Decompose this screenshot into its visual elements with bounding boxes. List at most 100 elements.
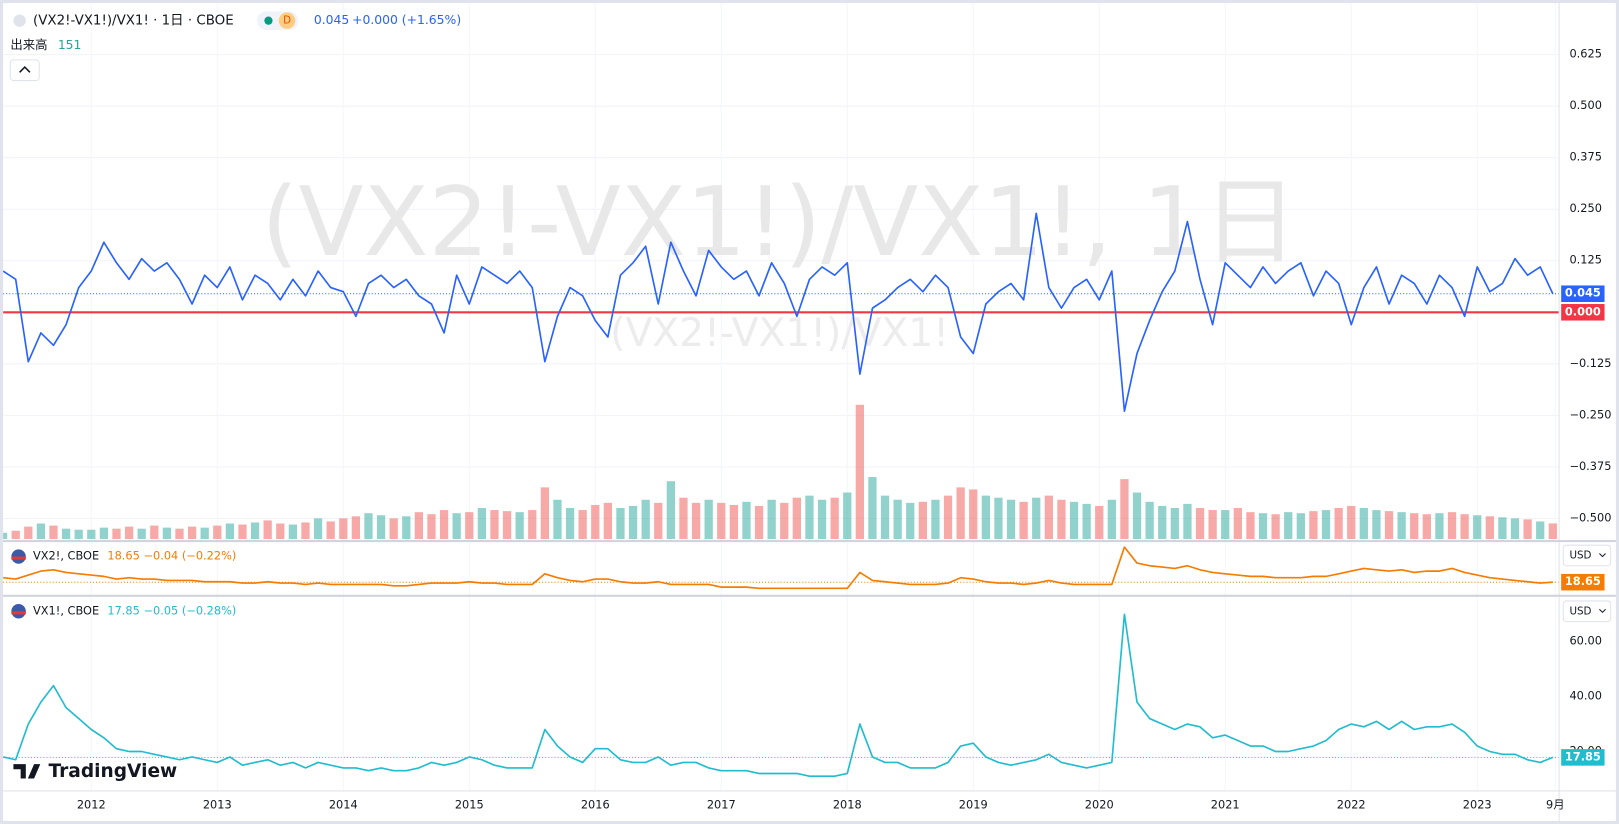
volume-bar bbox=[1208, 510, 1217, 540]
volume-bar bbox=[641, 499, 650, 540]
volume-bar bbox=[994, 497, 1003, 540]
volume-bar bbox=[175, 528, 184, 540]
volume-bar bbox=[137, 528, 146, 540]
volume-bar bbox=[1095, 505, 1104, 540]
volume-bar bbox=[1498, 517, 1507, 540]
logo-icon bbox=[13, 764, 41, 779]
volume-legend-name: 出来高 bbox=[10, 37, 47, 52]
volume-bar bbox=[855, 404, 864, 540]
last-value-badge-label: 17.85 bbox=[1565, 749, 1601, 763]
collapse-button[interactable] bbox=[9, 59, 40, 82]
volume-bar bbox=[515, 512, 524, 540]
volume-bar bbox=[414, 512, 424, 540]
volume-bar bbox=[150, 525, 159, 540]
volume-bar bbox=[792, 497, 801, 540]
volume-bar bbox=[87, 529, 96, 540]
volume-bar bbox=[691, 502, 701, 540]
volume-bar bbox=[1473, 515, 1482, 540]
volume-bar bbox=[1246, 512, 1255, 540]
x-tick-label: 2020 bbox=[1085, 797, 1114, 811]
currency-select[interactable] bbox=[1562, 544, 1612, 567]
volume-bar bbox=[918, 501, 927, 540]
volume-bar bbox=[1145, 501, 1154, 540]
volume-bar bbox=[893, 499, 902, 540]
volume-bar bbox=[830, 497, 839, 540]
watermark: (VX2!-VX1!)/VX1!, 1日 bbox=[261, 168, 1297, 278]
volume-bar bbox=[1359, 508, 1368, 540]
pane bbox=[3, 546, 1560, 590]
reference-badge-label: 0.000 bbox=[1565, 304, 1601, 318]
volume-bar bbox=[1523, 519, 1532, 540]
volume-bar bbox=[1120, 479, 1129, 540]
volume-bar bbox=[767, 499, 776, 540]
pane-title[interactable]: VX2!, CBOE bbox=[33, 549, 99, 563]
reference-badge bbox=[1561, 304, 1605, 321]
volume-bar bbox=[1195, 508, 1205, 540]
y-tick-label: 0.125 bbox=[1569, 253, 1601, 267]
volume-bar bbox=[250, 522, 260, 540]
volume-bar bbox=[1397, 512, 1406, 540]
last-value-badge bbox=[1561, 285, 1605, 302]
change: +0.000 (+1.65%) bbox=[352, 12, 461, 27]
flag-stripe bbox=[11, 556, 26, 560]
volume-bar bbox=[313, 518, 323, 540]
collapse-icon bbox=[19, 66, 31, 73]
volume-bar bbox=[1019, 501, 1028, 540]
last-value-badge bbox=[1561, 573, 1605, 591]
x-tick-label: 2017 bbox=[707, 797, 736, 811]
logo-text[interactable]: TradingView bbox=[49, 761, 178, 782]
volume-bar bbox=[578, 510, 587, 540]
pane-change: −0.04 (−0.22%) bbox=[144, 549, 237, 563]
volume-bar bbox=[339, 518, 348, 540]
volume-bar bbox=[263, 520, 272, 540]
pane bbox=[3, 613, 1560, 777]
volume-bar bbox=[654, 502, 663, 540]
series-line bbox=[3, 212, 1554, 412]
volume-bar bbox=[213, 525, 222, 540]
plot-layer bbox=[3, 212, 1560, 777]
volume-bar bbox=[565, 508, 575, 540]
volume-bar bbox=[1170, 508, 1179, 540]
volume-bar bbox=[1158, 505, 1167, 540]
volume-bar bbox=[1221, 510, 1230, 540]
volume-bar bbox=[288, 524, 298, 540]
volume-bar bbox=[969, 489, 978, 540]
symbol-icon bbox=[13, 14, 26, 27]
volume-bar bbox=[427, 514, 436, 540]
volume-bar bbox=[729, 504, 738, 540]
volume-bar bbox=[225, 523, 235, 540]
volume-bar bbox=[1384, 511, 1394, 540]
x-tick-label: 2023 bbox=[1463, 797, 1492, 811]
watermark-small: (VX2!-VX1!)/VX1! bbox=[610, 311, 949, 356]
volume-bar bbox=[112, 528, 121, 540]
volume-bar bbox=[1321, 510, 1331, 540]
symbol-title[interactable]: (VX2!-VX1!)/VX1! · 1日 · CBOE bbox=[33, 14, 234, 29]
volume-bar bbox=[1006, 499, 1016, 540]
currency-caret bbox=[1599, 608, 1606, 614]
x-tick-label: 2022 bbox=[1337, 797, 1366, 811]
volume-bar bbox=[1347, 505, 1356, 540]
y-tick-label: 0.250 bbox=[1569, 201, 1601, 215]
volume-bar bbox=[1132, 492, 1142, 540]
pane-title[interactable]: VX1!, CBOE bbox=[33, 603, 99, 617]
currency-label: USD bbox=[1569, 550, 1591, 562]
axis-layer: −0.500 −0.375 −0.250 −0.125 0.125 0.250 0.375 0… bbox=[77, 47, 1612, 812]
volume-bar bbox=[540, 487, 549, 540]
volume-bar bbox=[1536, 521, 1545, 540]
currency-select[interactable] bbox=[1562, 600, 1612, 623]
volume-bar bbox=[36, 523, 46, 540]
volume-bar bbox=[439, 510, 449, 540]
volume-bar bbox=[477, 508, 487, 540]
volume-bar bbox=[502, 511, 512, 540]
volume-bar bbox=[1447, 512, 1457, 540]
volume-bar bbox=[3, 532, 8, 540]
volume-bar bbox=[1107, 499, 1116, 540]
y-tick-label: 0.625 bbox=[1569, 47, 1601, 61]
chart-background bbox=[3, 3, 1616, 821]
volume-bar bbox=[956, 487, 965, 540]
volume-bar bbox=[880, 495, 890, 540]
volume-bar bbox=[553, 499, 562, 540]
volume-bar bbox=[200, 527, 209, 540]
volume-bar bbox=[11, 530, 20, 540]
x-tick-label: 2019 bbox=[959, 797, 988, 811]
